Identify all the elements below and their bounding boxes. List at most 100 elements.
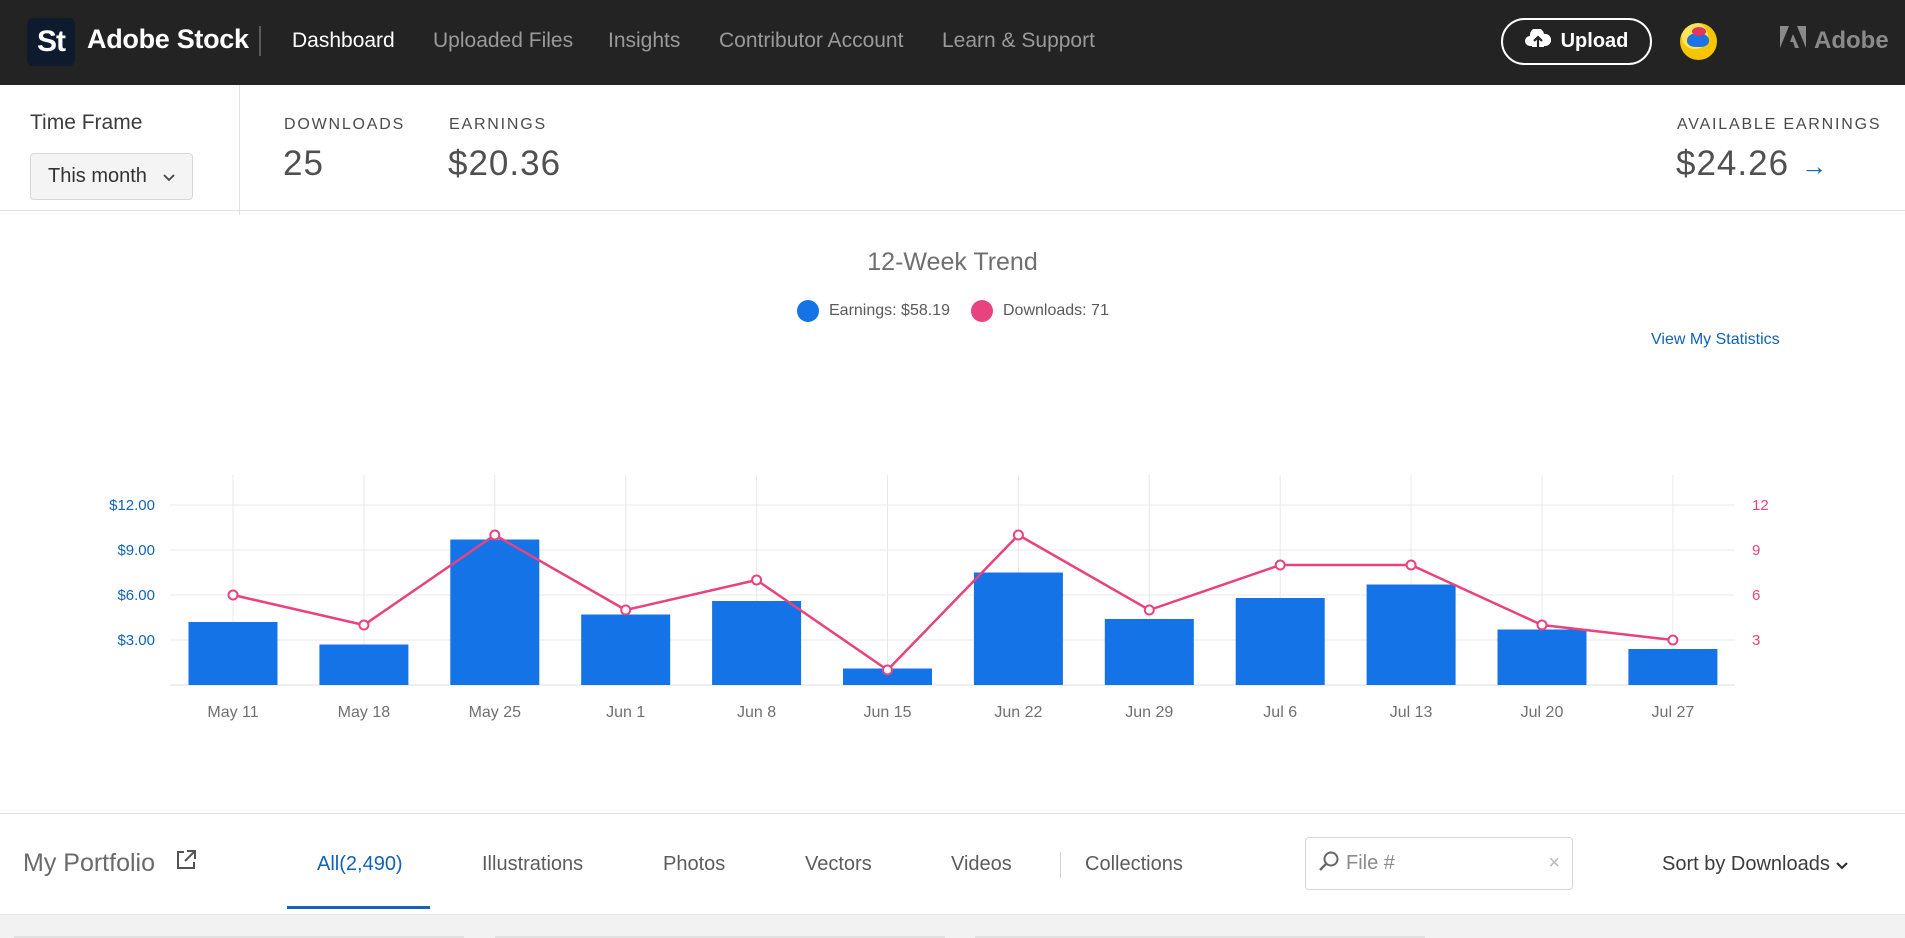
- earnings-bar: [1104, 619, 1194, 685]
- downloads-point: [489, 529, 501, 541]
- x-tick-label: Jul 27: [1652, 704, 1695, 721]
- legend-earnings-swatch: [797, 300, 819, 322]
- legend-earnings[interactable]: Earnings: $58.19: [797, 300, 950, 322]
- downloads-point: [751, 574, 763, 586]
- downloads-point: [358, 619, 370, 631]
- tab-vectors[interactable]: Vectors: [805, 853, 872, 875]
- y-right-tick-label: 3: [1752, 632, 1760, 649]
- x-tick-label: Jul 13: [1390, 704, 1433, 721]
- x-tick-label: Jun 29: [1125, 704, 1173, 721]
- legend-downloads-label: Downloads: 71: [1003, 302, 1109, 319]
- nav-uploaded-files[interactable]: Uploaded Files: [433, 29, 574, 52]
- available-earnings-label: AVAILABLE EARNINGS: [1677, 116, 1882, 133]
- trend-chart: $3.00 $6.00 $9.00 $12.00 3 6 9 12 May 11 May 18 Ma…: [109, 475, 1769, 721]
- external-link-icon[interactable]: [175, 849, 197, 878]
- upload-button[interactable]: Upload: [1501, 18, 1652, 65]
- downloads-point: [1667, 634, 1679, 646]
- portfolio-title: My Portfolio: [23, 849, 155, 877]
- chart-title: 12-Week Trend: [867, 248, 1038, 276]
- earnings-bar: [973, 572, 1063, 685]
- top-nav: St Adobe Stock Dashboard Uploaded Files …: [0, 0, 1905, 85]
- downloads-point: [1012, 529, 1024, 541]
- sort-dropdown[interactable]: Sort by Downloads: [1662, 853, 1848, 876]
- clear-search-icon[interactable]: ×: [1548, 852, 1560, 874]
- chevron-down-icon: [163, 165, 175, 188]
- timeframe-value: This month: [48, 165, 147, 187]
- thumbnail[interactable]: [14, 936, 464, 938]
- x-tick-label: Jun 22: [994, 704, 1042, 721]
- earnings-bar: [1235, 598, 1325, 685]
- x-tick-label: Jul 20: [1521, 704, 1564, 721]
- earnings-bar: [188, 622, 278, 685]
- earnings-bar: [319, 644, 409, 685]
- timeframe-label: Time Frame: [30, 111, 143, 134]
- y-left-tick-label: $9.00: [117, 542, 155, 559]
- chevron-down-icon: [1836, 853, 1848, 876]
- brand-name[interactable]: Adobe Stock: [87, 24, 249, 54]
- gallery-area: [0, 914, 1905, 938]
- earnings-value: $20.36: [448, 144, 562, 183]
- sort-label: Sort by Downloads: [1662, 853, 1830, 875]
- file-search: ×: [1305, 837, 1573, 890]
- thumbnail[interactable]: [495, 936, 945, 938]
- earnings-bar: [1628, 649, 1718, 685]
- y-right-tick-label: 12: [1752, 497, 1769, 514]
- downloads-point: [227, 589, 239, 601]
- x-tick-label: May 18: [338, 704, 391, 721]
- portfolio-header: My Portfolio: [23, 849, 197, 878]
- available-earnings[interactable]: $24.26 →: [1676, 144, 1828, 184]
- adobe-stock-logo[interactable]: St: [27, 18, 75, 66]
- nav-learn-support[interactable]: Learn & Support: [942, 29, 1095, 52]
- downloads-point: [1536, 619, 1548, 631]
- y-right-tick-label: 9: [1752, 542, 1760, 559]
- legend-downloads-swatch: [971, 300, 993, 322]
- downloads-label: DOWNLOADS: [284, 116, 406, 133]
- available-earnings-value: $24.26: [1676, 144, 1790, 183]
- brand-divider: [259, 26, 261, 56]
- avatar[interactable]: [1680, 23, 1717, 60]
- upload-label: Upload: [1560, 30, 1629, 52]
- arrow-right-icon[interactable]: →: [1801, 151, 1829, 181]
- adobe-link[interactable]: Adobe: [1780, 26, 1889, 55]
- nav-insights[interactable]: Insights: [608, 29, 681, 52]
- nav-contributor-account[interactable]: Contributor Account: [719, 29, 904, 52]
- summary-divider: [239, 85, 240, 215]
- y-left-tick-label: $3.00: [117, 632, 155, 649]
- tab-photos[interactable]: Photos: [663, 853, 726, 875]
- adobe-logo-icon: [1780, 26, 1806, 55]
- downloads-value: 25: [283, 144, 324, 183]
- thumbnail[interactable]: [975, 936, 1425, 938]
- earnings-bar: [450, 539, 540, 685]
- legend-downloads[interactable]: Downloads: 71: [971, 300, 1109, 322]
- downloads-line: [232, 533, 1674, 672]
- tab-all[interactable]: All(2,490): [317, 853, 403, 875]
- downloads-point: [1405, 559, 1417, 571]
- downloads-point: [882, 664, 893, 676]
- downloads-point: [620, 604, 632, 616]
- summary-bottom-divider: [0, 210, 1905, 211]
- earnings-label: EARNINGS: [449, 116, 547, 133]
- earnings-bar: [843, 668, 932, 685]
- tab-divider: [1060, 852, 1061, 878]
- cloud-upload-icon: [1524, 27, 1551, 55]
- search-icon: [1318, 850, 1340, 878]
- timeframe-select[interactable]: This month: [30, 153, 193, 200]
- y-right-tick-label: 6: [1752, 587, 1760, 604]
- x-tick-label: May 25: [469, 704, 522, 721]
- y-left-tick-label: $6.00: [117, 587, 155, 604]
- y-left-tick-label: $12.00: [109, 497, 155, 514]
- view-my-statistics-link[interactable]: View My Statistics: [1651, 331, 1780, 348]
- legend-earnings-label: Earnings: $58.19: [829, 302, 950, 319]
- tab-collections[interactable]: Collections: [1085, 853, 1183, 875]
- earnings-bar: [1366, 584, 1456, 685]
- tab-videos[interactable]: Videos: [951, 853, 1012, 875]
- x-tick-label: Jun 1: [606, 704, 645, 721]
- nav-dashboard[interactable]: Dashboard: [292, 29, 395, 52]
- x-tick-label: Jun 15: [863, 704, 911, 721]
- tab-all-underline: [287, 906, 430, 909]
- adobe-label: Adobe: [1814, 26, 1889, 54]
- search-input[interactable]: [1346, 852, 1546, 875]
- downloads-point: [1143, 604, 1155, 616]
- portfolio-divider: [0, 813, 1905, 814]
- tab-illustrations[interactable]: Illustrations: [482, 853, 584, 875]
